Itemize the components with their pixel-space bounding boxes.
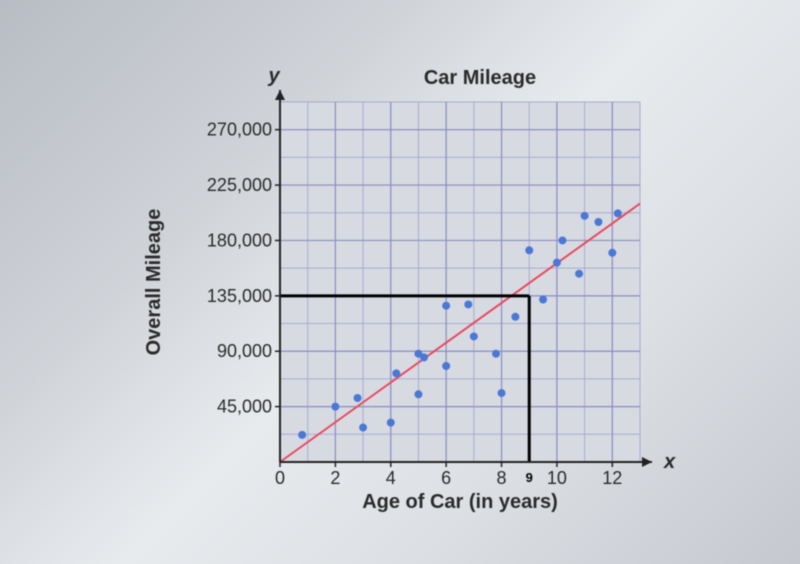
data-point — [594, 218, 602, 226]
y-tick-label: 45,000 — [217, 397, 272, 417]
data-point — [298, 431, 306, 439]
data-point — [511, 313, 519, 321]
data-point — [614, 209, 622, 217]
x-tick-label: 10 — [547, 468, 567, 488]
x-tick-label: 0 — [275, 468, 285, 488]
highlight-xtick: 9 — [526, 470, 533, 485]
data-point — [525, 246, 533, 254]
data-point — [464, 300, 472, 308]
data-point — [558, 236, 566, 244]
data-point — [442, 302, 450, 310]
data-point — [359, 424, 367, 432]
data-point — [492, 350, 500, 358]
x-axis-letter: x — [663, 451, 676, 473]
data-point — [420, 353, 428, 361]
y-tick-label: 180,000 — [207, 230, 272, 250]
y-axis-letter: y — [267, 65, 280, 87]
data-point — [553, 259, 561, 267]
data-point — [498, 389, 506, 397]
chart-title: Car Mileage — [424, 67, 536, 89]
x-tick-label: 4 — [386, 468, 396, 488]
x-axis-label: Age of Car (in years) — [362, 491, 558, 513]
y-tick-label: 90,000 — [217, 341, 272, 361]
y-tick-label: 135,000 — [207, 286, 272, 306]
scatter-chart: 0 2 4 6 8 10 12 9 45,000 90,000 135,000 180,000 225,… — [110, 42, 690, 522]
data-point — [608, 249, 616, 257]
data-point — [392, 369, 400, 377]
data-point — [331, 403, 339, 411]
y-tick-label: 270,000 — [207, 120, 272, 140]
x-tick-label: 12 — [602, 468, 622, 488]
data-point — [539, 296, 547, 304]
data-point — [575, 270, 583, 278]
x-tick-label: 6 — [441, 468, 451, 488]
data-point — [414, 390, 422, 398]
y-axis-label: Overall Mileage — [143, 209, 165, 356]
data-point — [581, 212, 589, 220]
x-tick-label: 8 — [497, 468, 507, 488]
data-point — [354, 394, 362, 402]
data-point — [387, 419, 395, 427]
y-tick-label: 225,000 — [207, 175, 272, 195]
data-point — [470, 332, 478, 340]
chart-container: 0 2 4 6 8 10 12 9 45,000 90,000 135,000 180,000 225,… — [110, 42, 690, 522]
data-point — [442, 362, 450, 370]
x-tick-label: 2 — [330, 468, 340, 488]
